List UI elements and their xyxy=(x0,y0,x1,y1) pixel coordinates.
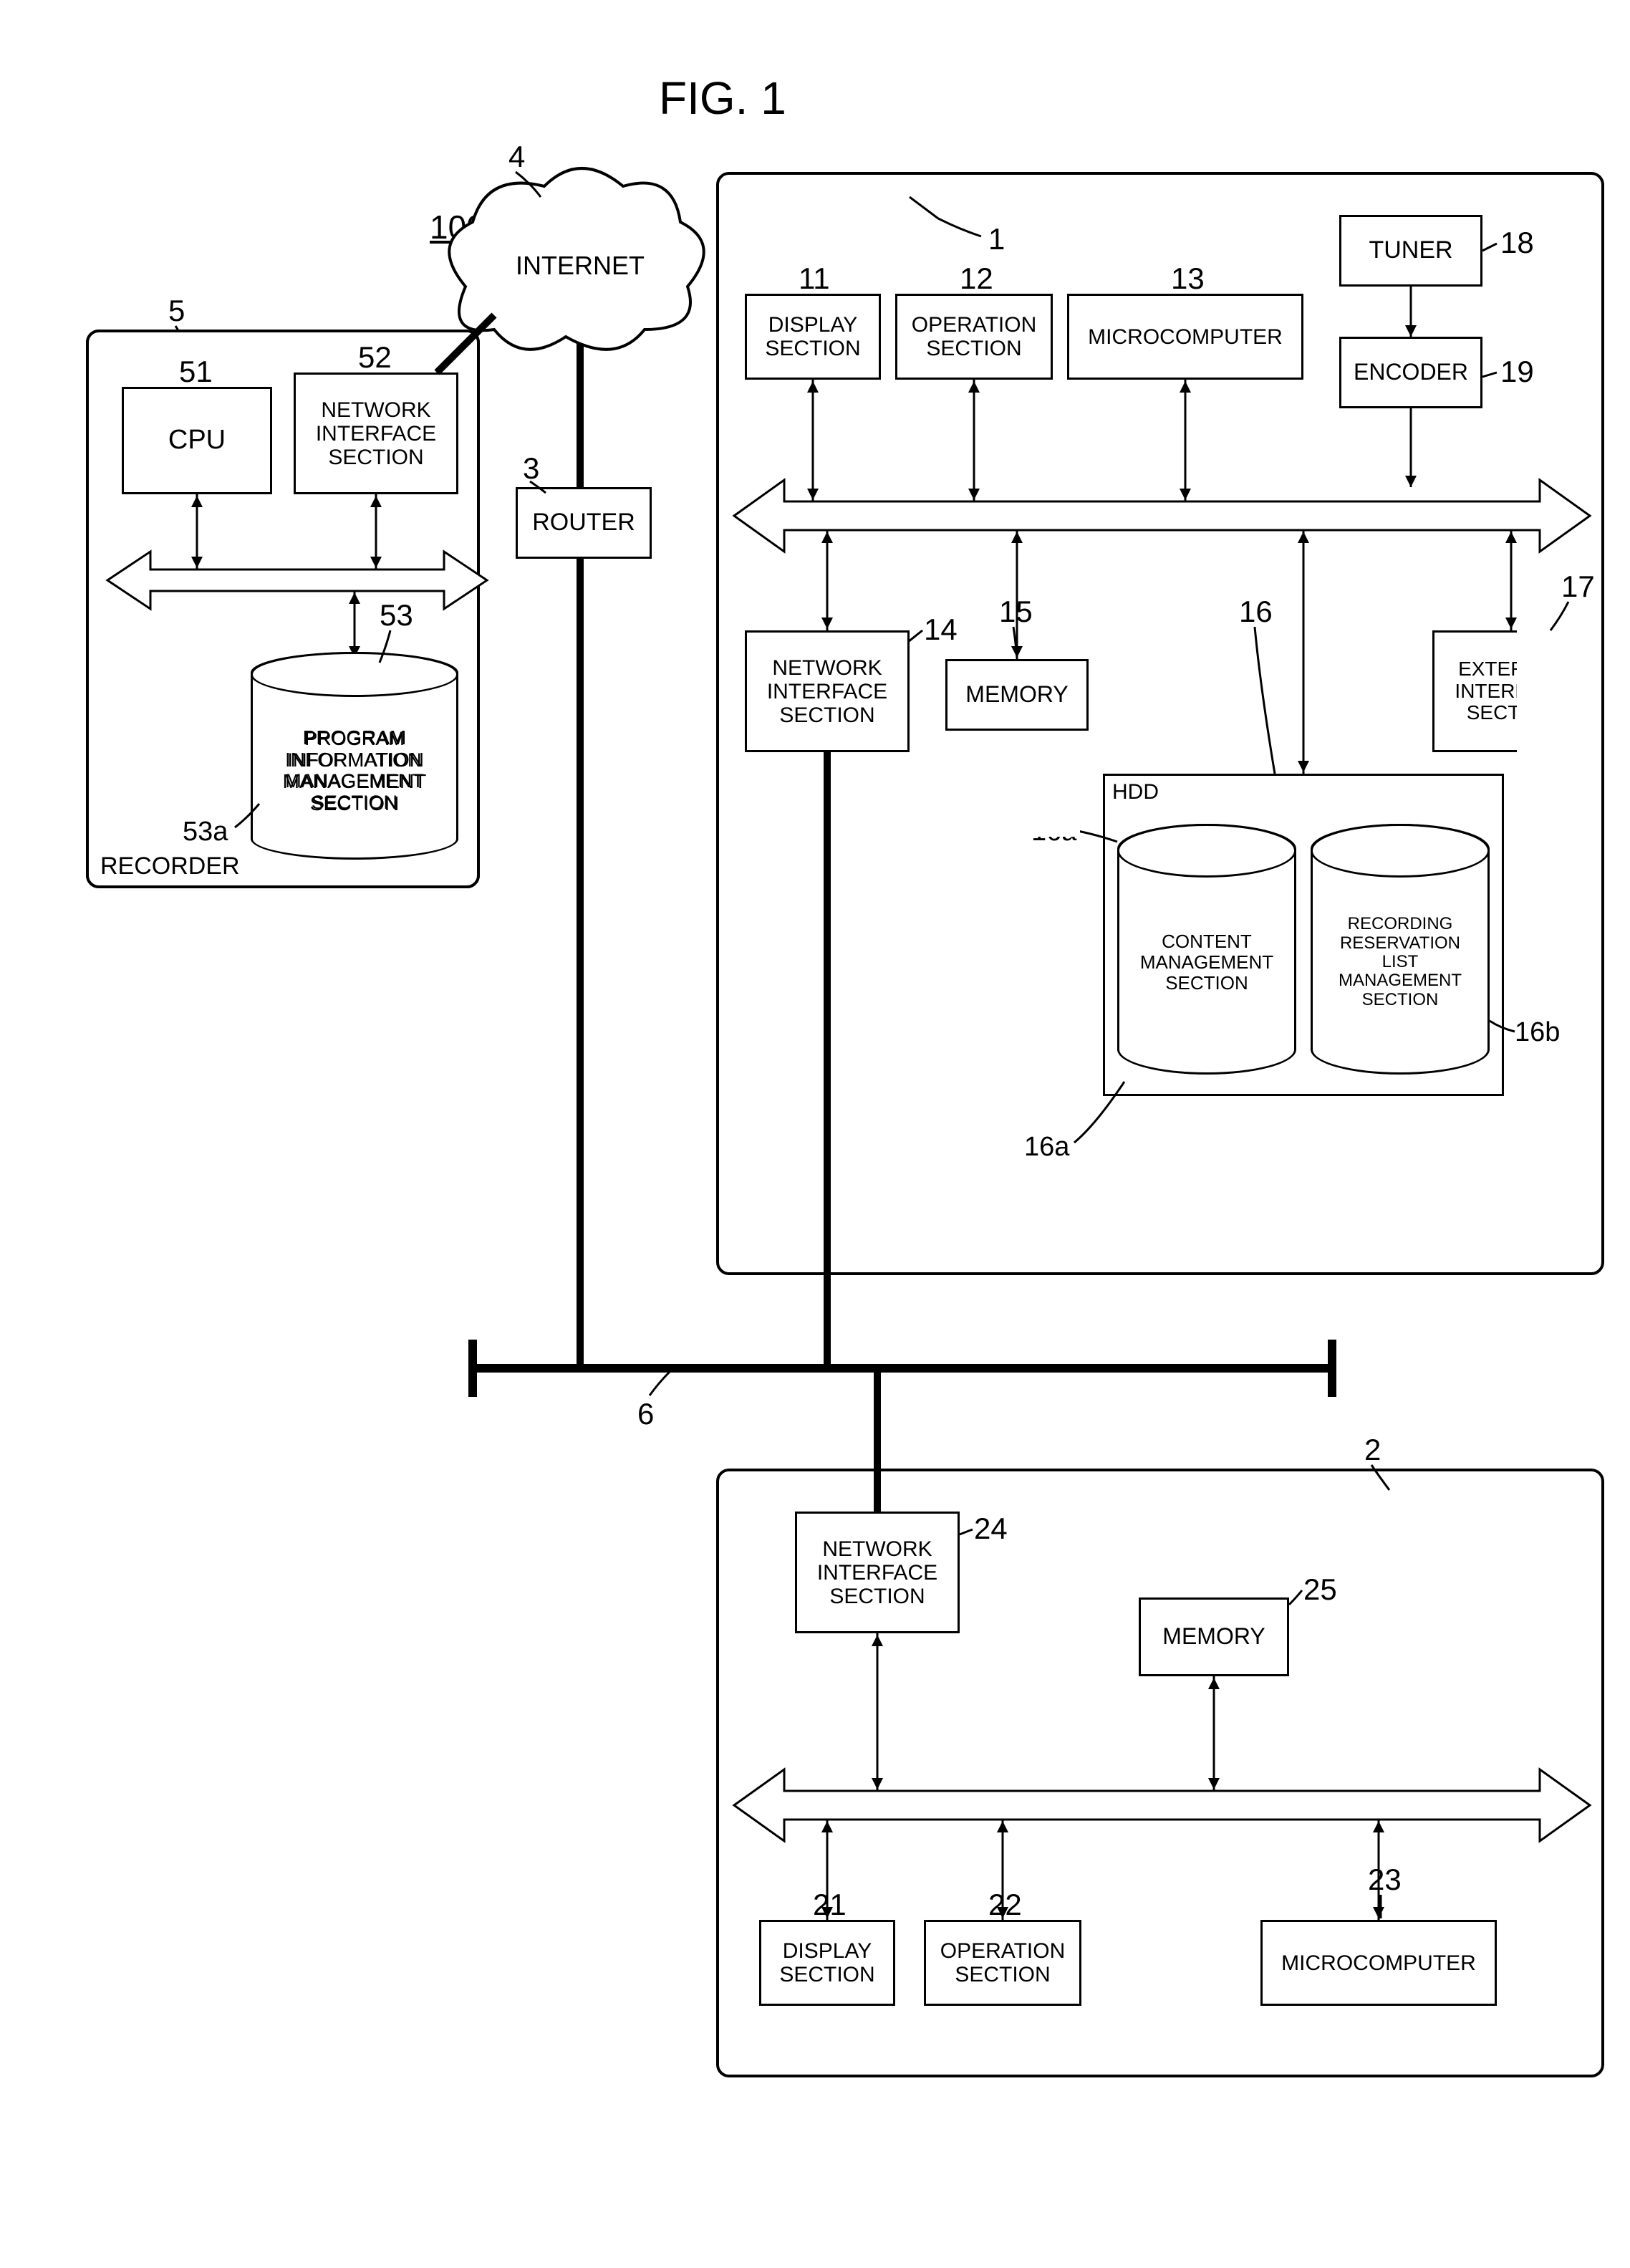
d2-operation-ref: 22 xyxy=(988,1888,1022,1922)
d5-netif-ref2: 52 xyxy=(358,340,392,375)
d1-reservation-cyl: RECORDING RESERVATION LIST MANAGEMENT SE… xyxy=(1311,824,1490,1075)
internet-ref: 4 xyxy=(508,140,525,174)
cpu-ref2: 51 xyxy=(179,355,213,389)
d5-program-ref2: 53a xyxy=(183,817,228,847)
d1-micro: MICROCOMPUTER xyxy=(1067,294,1303,380)
d5-hdd-cylinder2: PROGRAM INFORMATION MANAGEMENT SECTION xyxy=(251,652,458,860)
d1-tuner-ref: 18 xyxy=(1500,226,1534,260)
d1-hdd-ref: 16 xyxy=(1239,595,1273,629)
d2-memory-ref: 25 xyxy=(1303,1572,1337,1607)
d1-content-label: CONTENT MANAGEMENT SECTION xyxy=(1140,905,1273,993)
d2-memory: MEMORY xyxy=(1139,1597,1289,1676)
figure-title: FIG. 1 xyxy=(659,72,786,125)
d1-tuner: TUNER xyxy=(1339,215,1482,287)
d1-extif-ref: 17 xyxy=(1561,570,1595,604)
d2-display-ref: 21 xyxy=(813,1888,847,1922)
d2-netif: NETWORK INTERFACE SECTION xyxy=(795,1512,960,1633)
d1-reservation-label: RECORDING RESERVATION LIST MANAGEMENT SE… xyxy=(1339,889,1462,1010)
d5-netif-block2: NETWORK INTERFACE SECTION xyxy=(294,373,458,494)
system-ref: 100 xyxy=(430,208,485,246)
d1-operation-ref: 12 xyxy=(960,261,993,296)
router-block: ROUTER xyxy=(516,487,652,559)
cpu-block2: CPU xyxy=(122,387,272,494)
d1-display-ref: 11 xyxy=(799,261,830,296)
d1-netif: NETWORK INTERFACE SECTION xyxy=(745,630,910,752)
d1-hdd-label: HDD xyxy=(1112,780,1159,804)
router-ref: 3 xyxy=(523,451,539,486)
device5-ref: 5 xyxy=(168,294,185,328)
d1-encoder-ref: 19 xyxy=(1500,355,1534,389)
d1-encoder: ENCODER xyxy=(1339,337,1482,408)
device2-ref: 2 xyxy=(1364,1433,1381,1467)
d2-display: DISPLAY SECTION xyxy=(759,1920,895,2006)
d1-reservation-ref: 16b xyxy=(1515,1017,1560,1048)
d2-micro: MICROCOMPUTER xyxy=(1260,1920,1497,2006)
d1-content-cyl: CONTENT MANAGEMENT SECTION xyxy=(1117,824,1296,1075)
lan-bus-ref: 6 xyxy=(637,1397,654,1431)
d1-display: DISPLAY SECTION xyxy=(745,294,881,380)
d1-content-ref-fix: 16a xyxy=(1024,1132,1069,1163)
diagram-canvas: FIG. 1 100 5 CPU 51 NETWORK INTERFACE SE… xyxy=(29,29,1630,2239)
device1-ref: 1 xyxy=(988,222,1005,256)
internet-label: INTERNET xyxy=(516,251,645,281)
d1-operation: OPERATION SECTION xyxy=(895,294,1053,380)
d5-program-label2: PROGRAM INFORMATION MANAGEMENT SECTION xyxy=(285,698,424,813)
d2-netif-ref: 24 xyxy=(974,1512,1008,1546)
d2-micro-ref: 23 xyxy=(1368,1863,1402,1897)
d1-netif-ref: 14 xyxy=(924,612,958,647)
d1-memory-ref: 15 xyxy=(999,595,1033,629)
d5-hdd-ref2: 53 xyxy=(380,598,413,633)
d1-micro-ref: 13 xyxy=(1171,261,1205,296)
recorder-label2: RECORDER xyxy=(100,852,240,880)
d1-memory: MEMORY xyxy=(945,659,1089,731)
d2-operation: OPERATION SECTION xyxy=(924,1920,1081,2006)
